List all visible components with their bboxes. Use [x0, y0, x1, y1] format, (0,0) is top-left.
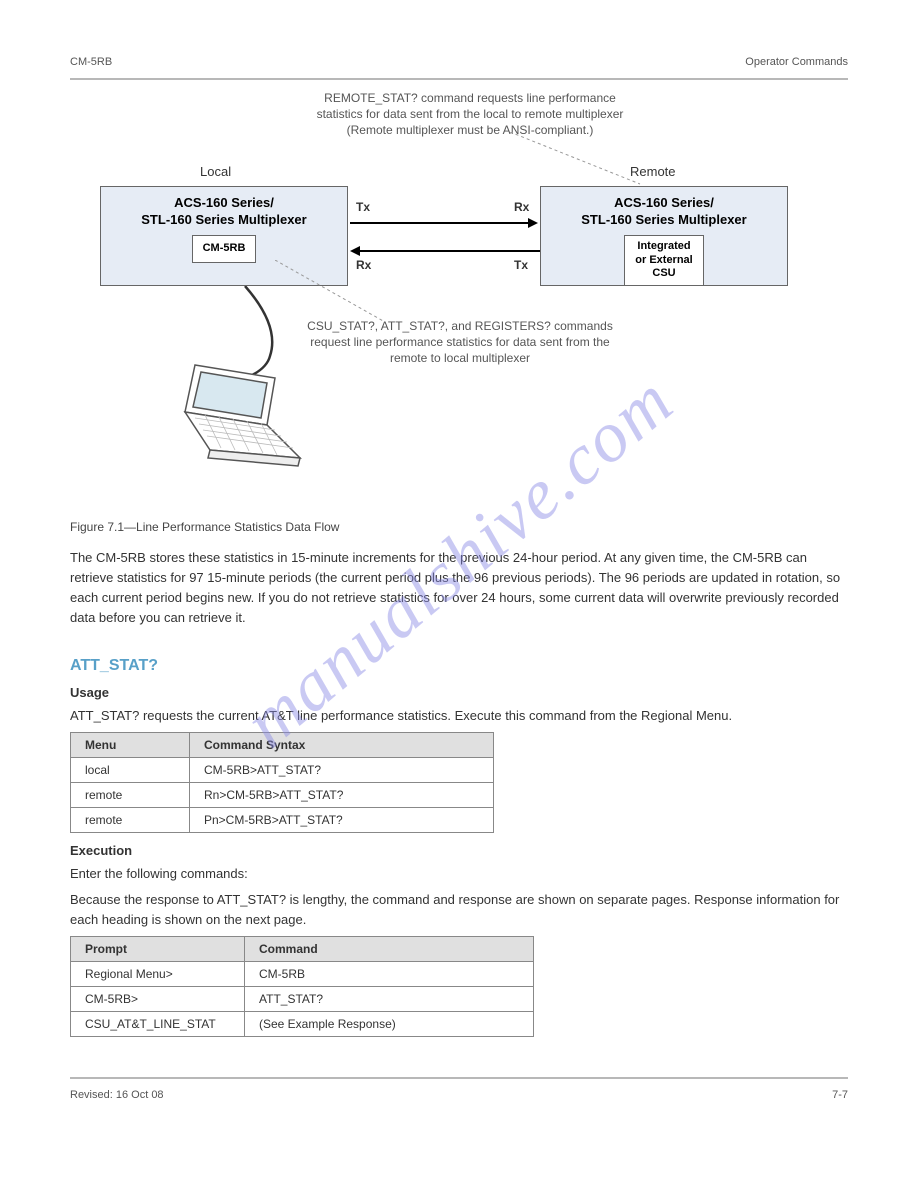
figure-caption: Figure 7.1—Line Performance Statistics D… [70, 520, 848, 534]
diagram-bottom-annotation: CSU_STAT?, ATT_STAT?, and REGISTERS? com… [290, 318, 630, 367]
execution-heading: Execution [70, 843, 848, 858]
usage-table: MenuCommand SyntaxlocalCM-5RB>ATT_STAT?r… [70, 732, 494, 833]
table-cell: (See Example Response) [245, 1012, 534, 1037]
footer-left: Revised: 16 Oct 08 [70, 1089, 164, 1101]
table-header: Menu [71, 732, 190, 757]
table-row: CM-5RB>ATT_STAT? [71, 987, 534, 1012]
tx-label-1: Tx [356, 200, 370, 214]
table-cell: Rn>CM-5RB>ATT_STAT? [190, 782, 494, 807]
table-cell: ATT_STAT? [245, 987, 534, 1012]
table-cell: remote [71, 782, 190, 807]
mux-title-line1-r: ACS-160 Series/ [614, 195, 714, 210]
rx-label-1: Rx [514, 200, 529, 214]
table-header: Command Syntax [190, 732, 494, 757]
table-cell: Regional Menu> [71, 962, 245, 987]
remote-inner-3: CSU [652, 267, 675, 279]
table-row: localCM-5RB>ATT_STAT? [71, 757, 494, 782]
usage-heading: Usage [70, 685, 848, 700]
arrow-bottom-line [360, 250, 540, 252]
remote-mux-box: ACS-160 Series/ STL-160 Series Multiplex… [540, 186, 788, 286]
diagram: REMOTE_STAT? command requests line perfo… [70, 90, 848, 510]
table-cell: local [71, 757, 190, 782]
local-label: Local [200, 164, 231, 179]
table-cell: CSU_AT&T_LINE_STAT [71, 1012, 245, 1037]
table-row: Regional Menu>CM-5RB [71, 962, 534, 987]
table-cell: Pn>CM-5RB>ATT_STAT? [190, 807, 494, 832]
header-left: CM-5RB [70, 56, 112, 68]
paragraph-1: The CM-5RB stores these statistics in 15… [70, 548, 848, 629]
remote-inner-2: or External [635, 254, 692, 266]
table-cell: CM-5RB [245, 962, 534, 987]
table-row: remoteRn>CM-5RB>ATT_STAT? [71, 782, 494, 807]
page-footer: Revised: 16 Oct 08 7-7 [70, 1089, 848, 1101]
table-header: Prompt [71, 937, 245, 962]
remote-inner-box: Integrated or External CSU [624, 235, 703, 286]
mux-title-line1: ACS-160 Series/ [174, 195, 274, 210]
page: CM-5RB Operator Commands REMOTE_STAT? co… [0, 0, 918, 1141]
remote-inner-1: Integrated [637, 240, 690, 252]
bottom-rule [70, 1077, 848, 1079]
header-right: Operator Commands [745, 56, 848, 68]
top-rule [70, 78, 848, 80]
table-row: remotePn>CM-5RB>ATT_STAT? [71, 807, 494, 832]
footer-right: 7-7 [832, 1089, 848, 1101]
table-cell: CM-5RB>ATT_STAT? [190, 757, 494, 782]
exec-p1: Enter the following commands: [70, 864, 848, 884]
page-header: CM-5RB Operator Commands [70, 56, 848, 68]
table-cell: remote [71, 807, 190, 832]
mux-title-line2: STL-160 Series Multiplexer [141, 212, 306, 227]
usage-text: ATT_STAT? requests the current AT&T line… [70, 706, 848, 726]
table-header: Command [245, 937, 534, 962]
section-att-stat-title: ATT_STAT? [70, 657, 848, 675]
table-row: CSU_AT&T_LINE_STAT(See Example Response) [71, 1012, 534, 1037]
exec-p2: Because the response to ATT_STAT? is len… [70, 890, 848, 930]
arrow-top-line [350, 222, 530, 224]
arrow-bottom-head [350, 246, 360, 256]
remote-label: Remote [630, 164, 676, 179]
execution-table: PromptCommandRegional Menu>CM-5RBCM-5RB>… [70, 936, 534, 1037]
table-cell: CM-5RB> [71, 987, 245, 1012]
tx-label-2: Tx [514, 258, 528, 272]
mux-title-line2-r: STL-160 Series Multiplexer [581, 212, 746, 227]
remote-mux-title: ACS-160 Series/ STL-160 Series Multiplex… [541, 195, 787, 229]
arrow-top-head [528, 218, 538, 228]
leader-line-top [510, 132, 650, 192]
local-mux-title: ACS-160 Series/ STL-160 Series Multiplex… [101, 195, 347, 229]
local-inner-box: CM-5RB [192, 235, 257, 263]
laptop-icon [155, 360, 315, 480]
